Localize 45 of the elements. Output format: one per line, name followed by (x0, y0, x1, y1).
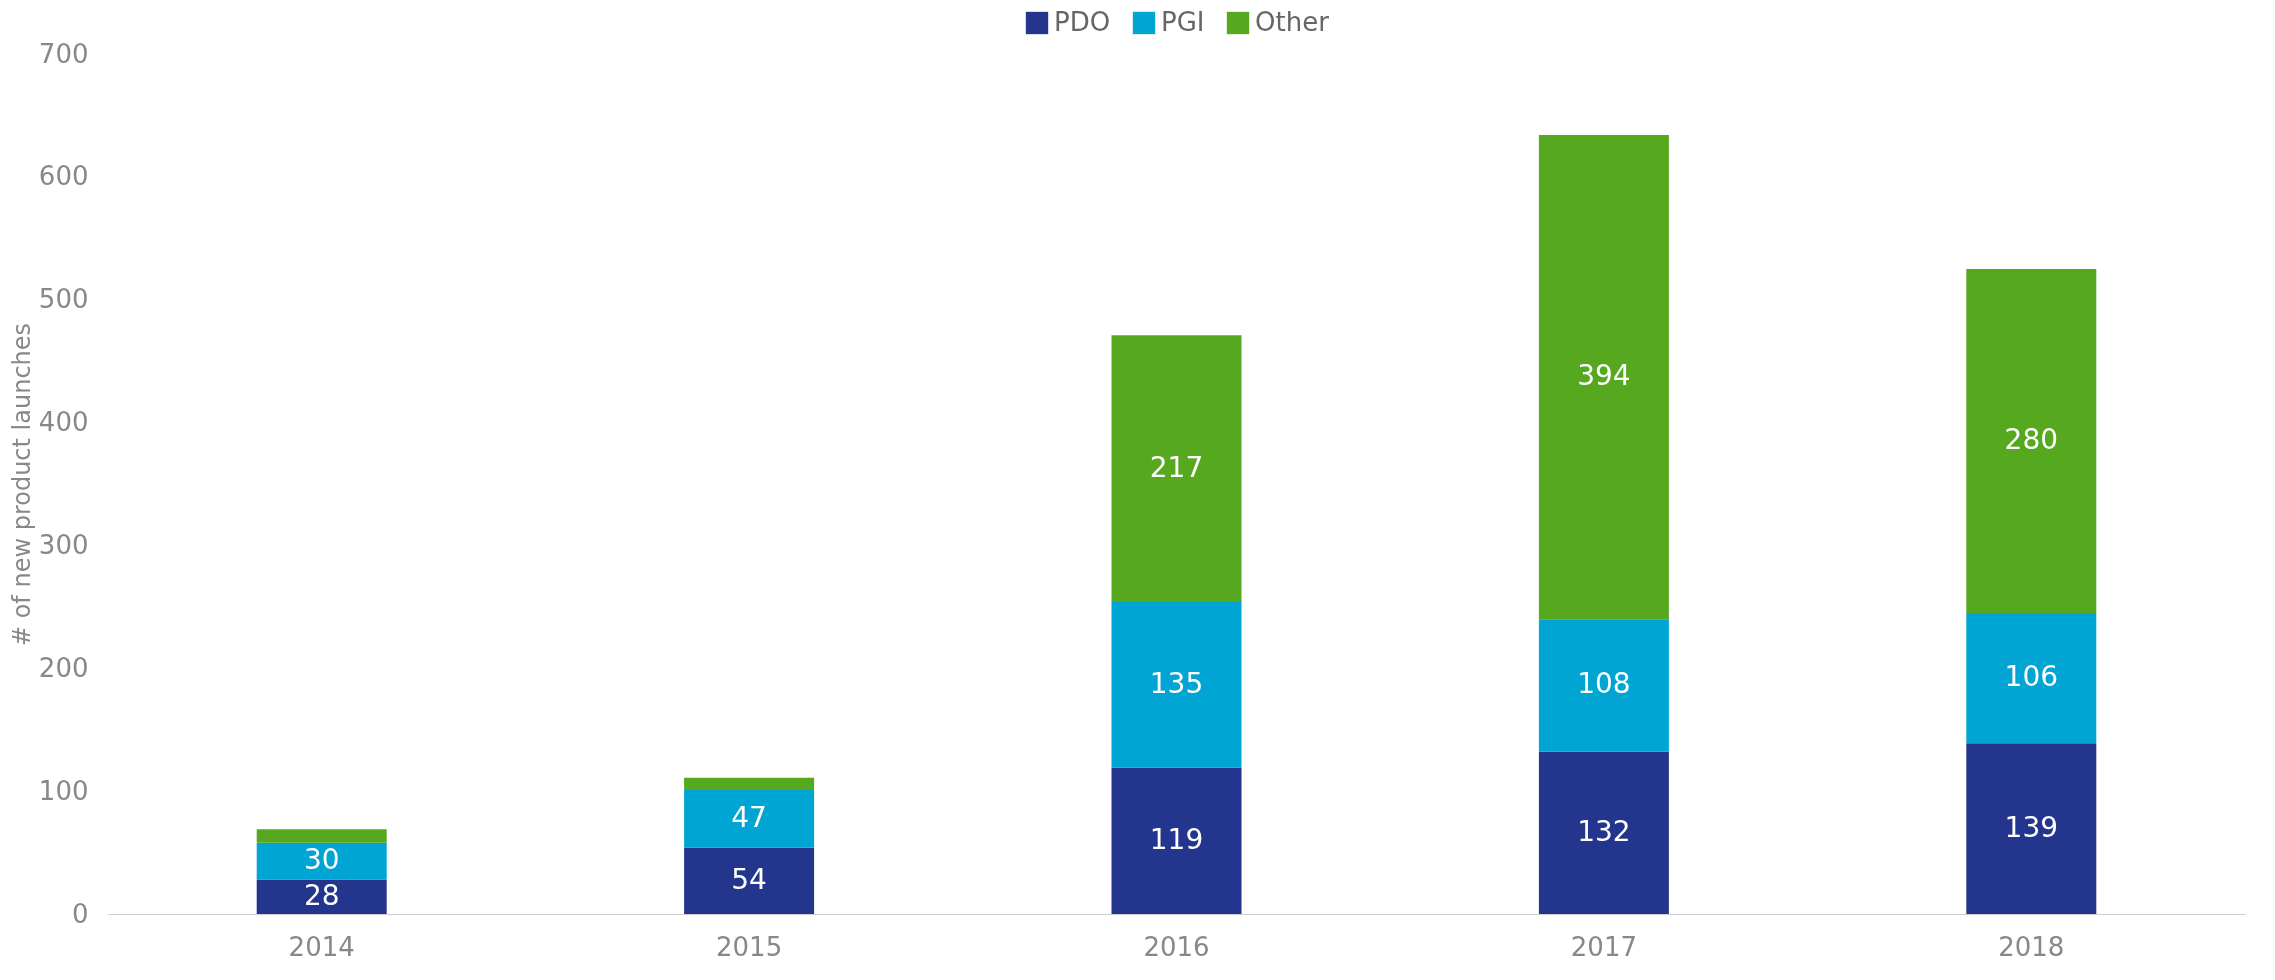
bar (684, 847, 815, 914)
bar (1966, 613, 2097, 744)
data-label: 139 (2004, 810, 2059, 844)
bar (256, 829, 387, 843)
y-tick-label: 700 (38, 38, 89, 69)
data-label: 132 (1577, 814, 1631, 848)
x-tick-label: 2015 (716, 931, 783, 962)
legend-label: Other (1255, 7, 1330, 37)
data-label: 119 (1149, 822, 1204, 856)
bar (256, 879, 387, 914)
bar (256, 842, 387, 880)
data-label: 217 (1149, 450, 1204, 484)
bar (1111, 335, 1242, 602)
bar (1111, 767, 1242, 914)
legend-label: PGI (1161, 7, 1205, 37)
x-tick-label: 2018 (1998, 931, 2065, 962)
data-label: 106 (2004, 660, 2059, 694)
bar (1538, 135, 1669, 620)
y-tick-label: 0 (71, 898, 89, 929)
bar (684, 777, 815, 790)
bar (1966, 269, 2097, 613)
x-tick-label: 2017 (1570, 931, 1637, 962)
data-label: 28 (303, 878, 340, 912)
legend-label: PDO (1054, 7, 1111, 37)
bar (1111, 601, 1242, 768)
bar (1538, 751, 1669, 914)
y-tick-label: 600 (38, 161, 89, 192)
x-tick-label: 2016 (1143, 931, 1210, 962)
x-tick-label: 2014 (288, 931, 355, 962)
data-label: 280 (2004, 423, 2059, 456)
y-tick-label: 500 (38, 284, 89, 315)
y-axis-title: # of new product launches (7, 322, 36, 647)
data-label: 30 (303, 843, 340, 877)
data-label: 135 (1149, 666, 1204, 700)
bar (1538, 619, 1669, 752)
y-tick-label: 400 (38, 407, 89, 438)
data-label: 47 (731, 800, 767, 834)
data-label: 108 (1577, 667, 1631, 701)
data-label: 394 (1577, 359, 1631, 393)
bar (1966, 743, 2097, 914)
bar (684, 789, 815, 848)
y-tick-label: 200 (38, 652, 89, 683)
y-tick-label: 300 (38, 529, 89, 560)
y-tick-label: 100 (38, 775, 89, 806)
data-label: 54 (731, 862, 767, 896)
